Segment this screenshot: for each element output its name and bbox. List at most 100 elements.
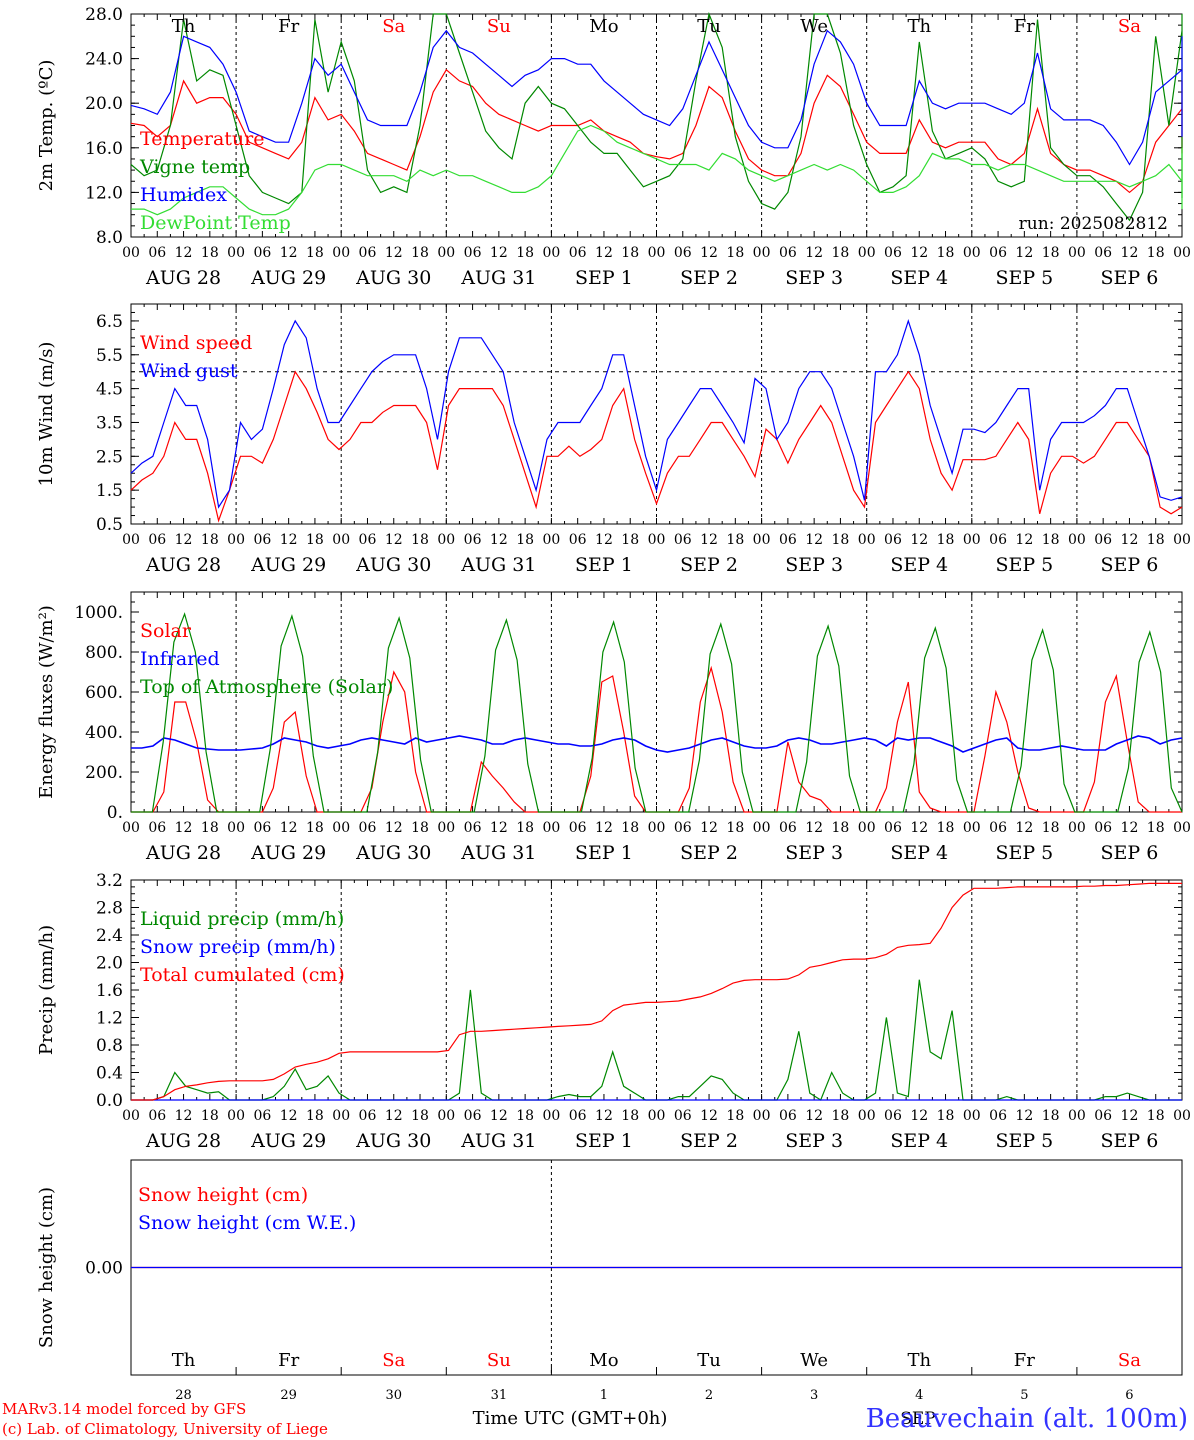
day-name: Th bbox=[907, 16, 931, 37]
hour-label: 12 bbox=[910, 532, 928, 548]
hour-label: 06 bbox=[148, 245, 166, 261]
hour-label: 06 bbox=[674, 820, 692, 836]
hour-label: 12 bbox=[385, 820, 403, 836]
y-tick-label: 1000. bbox=[74, 603, 123, 623]
hour-label: 18 bbox=[306, 532, 324, 548]
y-tick-label: 0.4 bbox=[96, 1064, 123, 1084]
date-label: SEP 5 bbox=[995, 842, 1053, 864]
hour-label: 06 bbox=[674, 245, 692, 261]
date-label: SEP 2 bbox=[680, 842, 738, 864]
hour-label: 18 bbox=[621, 245, 639, 261]
day-name: Fr bbox=[278, 1350, 299, 1371]
lab-credit: (c) Lab. of Climatology, University of L… bbox=[2, 1420, 328, 1438]
hour-label: 00 bbox=[227, 1108, 245, 1124]
series-line-liquid-precip-mm-h- bbox=[131, 979, 1182, 1101]
hour-label: 12 bbox=[1015, 820, 1033, 836]
date-label: SEP 4 bbox=[890, 554, 948, 576]
hour-label: 06 bbox=[989, 532, 1007, 548]
hour-label: 06 bbox=[569, 1108, 587, 1124]
day-number: 1 bbox=[600, 1388, 608, 1403]
y-tick-label: 16.0 bbox=[85, 139, 123, 159]
hour-label: 00 bbox=[332, 532, 350, 548]
hour-label: 18 bbox=[201, 532, 219, 548]
hour-label: 00 bbox=[122, 1108, 140, 1124]
hour-label: 06 bbox=[989, 1108, 1007, 1124]
hour-label: 18 bbox=[516, 1108, 534, 1124]
day-name: Mo bbox=[589, 16, 618, 37]
hour-label: 06 bbox=[569, 245, 587, 261]
day-name: We bbox=[800, 1350, 828, 1371]
day-name: Mo bbox=[589, 1350, 618, 1371]
time-axis-label: Time UTC (GMT+0h) bbox=[473, 1408, 668, 1429]
y-tick-label: 28.0 bbox=[85, 5, 123, 25]
hour-label: 00 bbox=[753, 532, 771, 548]
hour-label: 12 bbox=[385, 532, 403, 548]
date-label: AUG 29 bbox=[250, 1130, 326, 1152]
hour-label: 00 bbox=[122, 532, 140, 548]
hour-label: 06 bbox=[674, 532, 692, 548]
hour-label: 06 bbox=[359, 1108, 377, 1124]
date-label: AUG 30 bbox=[355, 554, 431, 576]
hour-label: 18 bbox=[832, 820, 850, 836]
hour-label: 00 bbox=[963, 245, 981, 261]
hour-label: 18 bbox=[621, 820, 639, 836]
y-axis-label: Snow height (cm) bbox=[36, 1187, 57, 1348]
hour-label: 00 bbox=[332, 820, 350, 836]
hour-label: 12 bbox=[175, 532, 193, 548]
date-label: AUG 29 bbox=[250, 554, 326, 576]
hour-label: 18 bbox=[937, 820, 955, 836]
y-axis-label: 10m Wind (m/s) bbox=[36, 342, 57, 487]
date-label: AUG 29 bbox=[250, 842, 326, 864]
hour-label: 18 bbox=[937, 245, 955, 261]
hour-label: 00 bbox=[963, 532, 981, 548]
day-name: Sa bbox=[1118, 16, 1141, 37]
hour-label: 18 bbox=[937, 532, 955, 548]
hour-label: 06 bbox=[1094, 820, 1112, 836]
series-line-temperature bbox=[130, 68, 1183, 194]
day-number: 31 bbox=[491, 1388, 508, 1403]
series-line-infrared bbox=[131, 735, 1183, 753]
legend-label: Snow height (cm W.E.) bbox=[138, 1212, 356, 1234]
panel-precip: 0.0 0.4 0.8 1.2 1.6 2.0 2.4 2.8 3.2 Precip (mm/h)… bbox=[36, 871, 1191, 1152]
y-tick-label: 0.8 bbox=[96, 1036, 123, 1056]
hour-label: 12 bbox=[280, 245, 298, 261]
date-label: AUG 28 bbox=[145, 842, 221, 864]
date-label: SEP 2 bbox=[680, 554, 738, 576]
legend-label: Snow height (cm) bbox=[138, 1184, 308, 1206]
day-name: Th bbox=[907, 1350, 931, 1371]
hour-label: 12 bbox=[700, 245, 718, 261]
hour-label: 18 bbox=[516, 245, 534, 261]
hour-label: 00 bbox=[1068, 532, 1086, 548]
hour-label: 06 bbox=[1094, 1108, 1112, 1124]
day-name: Fr bbox=[1014, 16, 1035, 37]
station-title: Beauvechain (alt. 100m) bbox=[866, 1404, 1188, 1434]
hour-label: 12 bbox=[595, 532, 613, 548]
hour-label: 00 bbox=[1173, 1108, 1191, 1124]
hour-label: 18 bbox=[621, 532, 639, 548]
hour-label: 12 bbox=[595, 245, 613, 261]
y-tick-label: 1.2 bbox=[96, 1009, 123, 1029]
hour-label: 18 bbox=[411, 1108, 429, 1124]
legend-label: Liquid precip (mm/h) bbox=[140, 908, 344, 930]
hour-label: 12 bbox=[700, 532, 718, 548]
date-label: SEP 2 bbox=[680, 267, 738, 289]
hour-label: 06 bbox=[1094, 532, 1112, 548]
hour-label: 12 bbox=[805, 245, 823, 261]
day-number: 6 bbox=[1125, 1388, 1133, 1403]
hour-label: 00 bbox=[753, 245, 771, 261]
hour-label: 06 bbox=[779, 532, 797, 548]
date-label: SEP 6 bbox=[1101, 267, 1159, 289]
legend-label: Humidex bbox=[140, 184, 227, 206]
panel-snow: 0.00 Snow height (cm) Snow height (cm) Snow… bbox=[36, 1159, 1183, 1403]
hour-label: 06 bbox=[148, 1108, 166, 1124]
day-name: Tu bbox=[697, 16, 721, 37]
date-label: AUG 31 bbox=[460, 842, 536, 864]
hour-label: 18 bbox=[937, 1108, 955, 1124]
hour-label: 00 bbox=[1068, 245, 1086, 261]
month-label: SEP bbox=[900, 1409, 936, 1429]
date-label: AUG 30 bbox=[355, 842, 431, 864]
y-tick-label: 0.0 bbox=[96, 1091, 123, 1111]
date-label: AUG 31 bbox=[460, 1130, 536, 1152]
day-name: Su bbox=[487, 16, 511, 37]
hour-label: 18 bbox=[1147, 820, 1165, 836]
